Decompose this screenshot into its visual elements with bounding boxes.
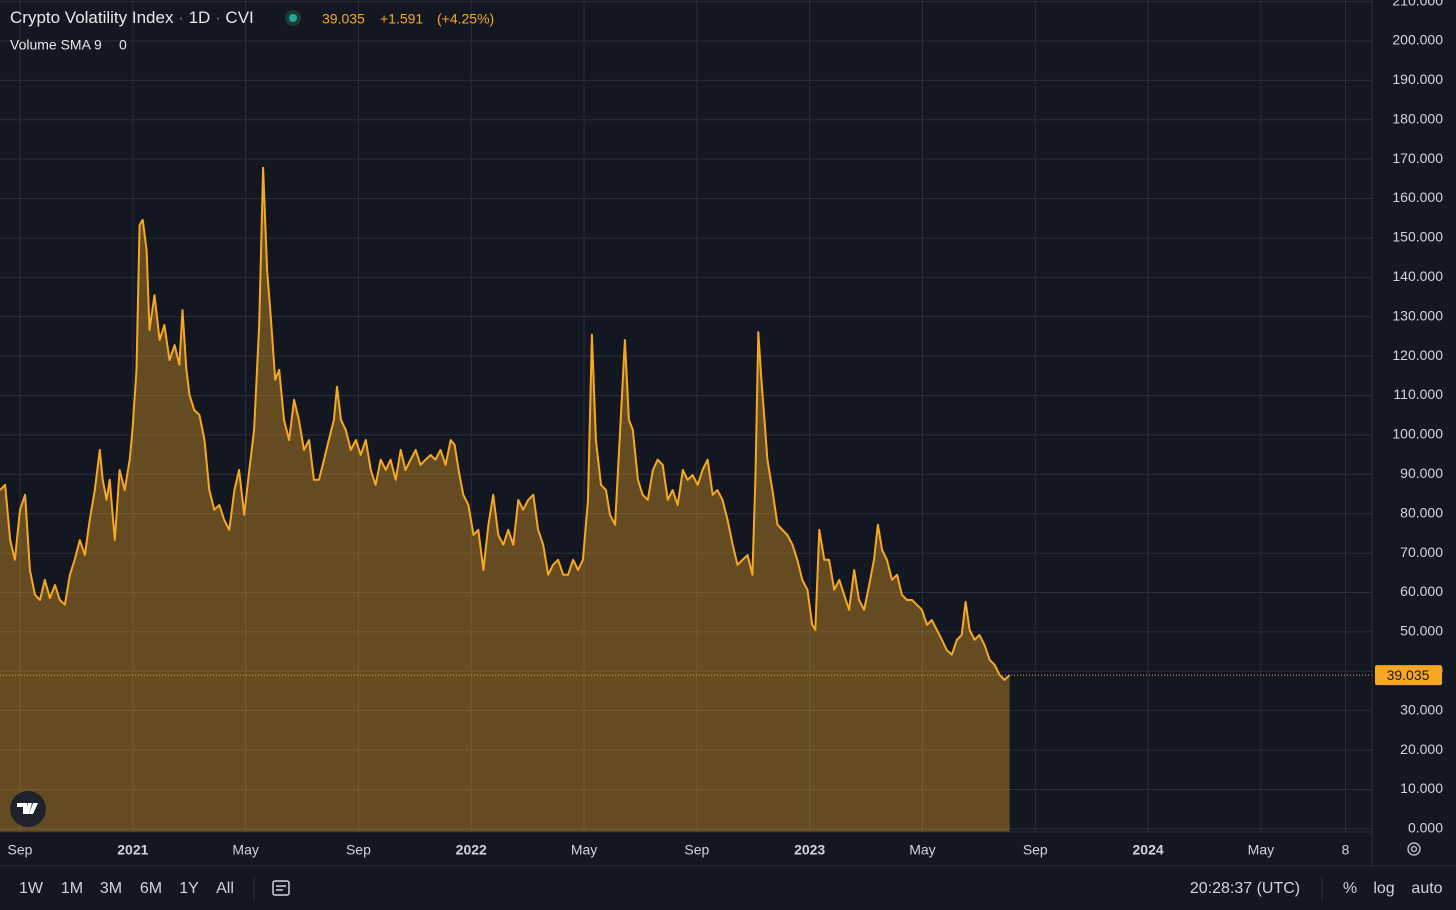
axes: 0.00010.00020.00030.00040.00050.00060.00… — [0, 0, 1443, 866]
y-tick-label: 90.000 — [1400, 465, 1443, 481]
header-price: 39.035 — [322, 11, 365, 27]
x-tick-label: Sep — [8, 842, 33, 858]
header-change: +1.591 — [380, 11, 423, 27]
y-tick-label: 10.000 — [1400, 780, 1443, 796]
price-line — [0, 166, 1011, 681]
status-dot — [289, 14, 297, 22]
x-tick-label: May — [571, 842, 597, 858]
x-tick-label: May — [909, 842, 935, 858]
x-tick-label: 2024 — [1133, 842, 1164, 858]
header-change-percent: (+4.25%) — [437, 11, 494, 27]
y-tick-label: 120.000 — [1392, 347, 1443, 363]
indicator-name: Volume SMA 9 — [10, 37, 102, 53]
scale-option[interactable]: log — [1373, 880, 1394, 897]
y-tick-label: 160.000 — [1392, 189, 1443, 205]
y-tick-label: 150.000 — [1392, 229, 1443, 245]
y-tick-label: 210.000 — [1392, 0, 1443, 8]
range-button[interactable]: 6M — [140, 880, 162, 897]
x-tick-label: Sep — [1023, 842, 1048, 858]
range-button[interactable]: 3M — [100, 880, 122, 897]
x-tick-label: 2021 — [117, 842, 148, 858]
header-part: CVI — [225, 8, 253, 27]
x-tick-label: Sep — [346, 842, 371, 858]
x-tick-label: 2022 — [456, 842, 487, 858]
scale-option[interactable]: auto — [1411, 880, 1442, 897]
header-part: Crypto Volatility Index — [10, 8, 174, 27]
header-part: 1D — [189, 8, 211, 27]
settings-icon[interactable] — [1407, 842, 1421, 856]
chart-title: Crypto Volatility Index · 1D · CVI — [10, 8, 254, 27]
ui: Crypto Volatility Index · 1D · CVI 39.035… — [10, 8, 1443, 897]
x-tick-label: May — [1248, 842, 1274, 858]
plot-area — [0, 0, 1372, 833]
x-tick-label: 2023 — [794, 842, 825, 858]
scale-option[interactable]: % — [1343, 880, 1357, 897]
range-button[interactable]: All — [216, 880, 234, 897]
y-tick-label: 110.000 — [1393, 386, 1443, 402]
y-tick-label: 180.000 — [1392, 110, 1443, 126]
y-tick-label: 130.000 — [1392, 307, 1443, 323]
y-tick-label: 20.000 — [1400, 741, 1443, 757]
range-button[interactable]: 1M — [61, 880, 83, 897]
toolbar — [0, 866, 1456, 910]
y-tick-label: 30.000 — [1400, 701, 1443, 717]
y-tick-label: 50.000 — [1400, 623, 1443, 639]
y-tick-label: 70.000 — [1400, 544, 1443, 560]
y-tick-label: 100.000 — [1392, 426, 1443, 442]
y-tick-label: 0.000 — [1408, 820, 1443, 836]
x-tick-label: Sep — [684, 842, 709, 858]
y-tick-label: 60.000 — [1400, 583, 1443, 599]
compare-icon[interactable] — [272, 880, 290, 896]
y-tick-label: 80.000 — [1400, 504, 1443, 520]
x-tick-label: May — [232, 842, 258, 858]
logo[interactable] — [10, 791, 46, 827]
last-price-badge — [1375, 665, 1442, 686]
range-button[interactable]: 1Y — [179, 880, 199, 897]
last-price-label: 39.035 — [1387, 667, 1430, 683]
area-fill — [0, 167, 1010, 833]
y-tick-label: 200.000 — [1392, 32, 1443, 48]
range-button[interactable]: 1W — [19, 880, 44, 897]
y-tick-label: 170.000 — [1392, 150, 1443, 166]
y-tick-label: 140.000 — [1392, 268, 1443, 284]
clock[interactable]: 20:28:37 (UTC) — [1190, 880, 1300, 897]
indicator-value: 0 — [119, 37, 127, 53]
x-tick-label: 8 — [1342, 842, 1350, 858]
y-tick-label: 190.000 — [1392, 71, 1443, 87]
